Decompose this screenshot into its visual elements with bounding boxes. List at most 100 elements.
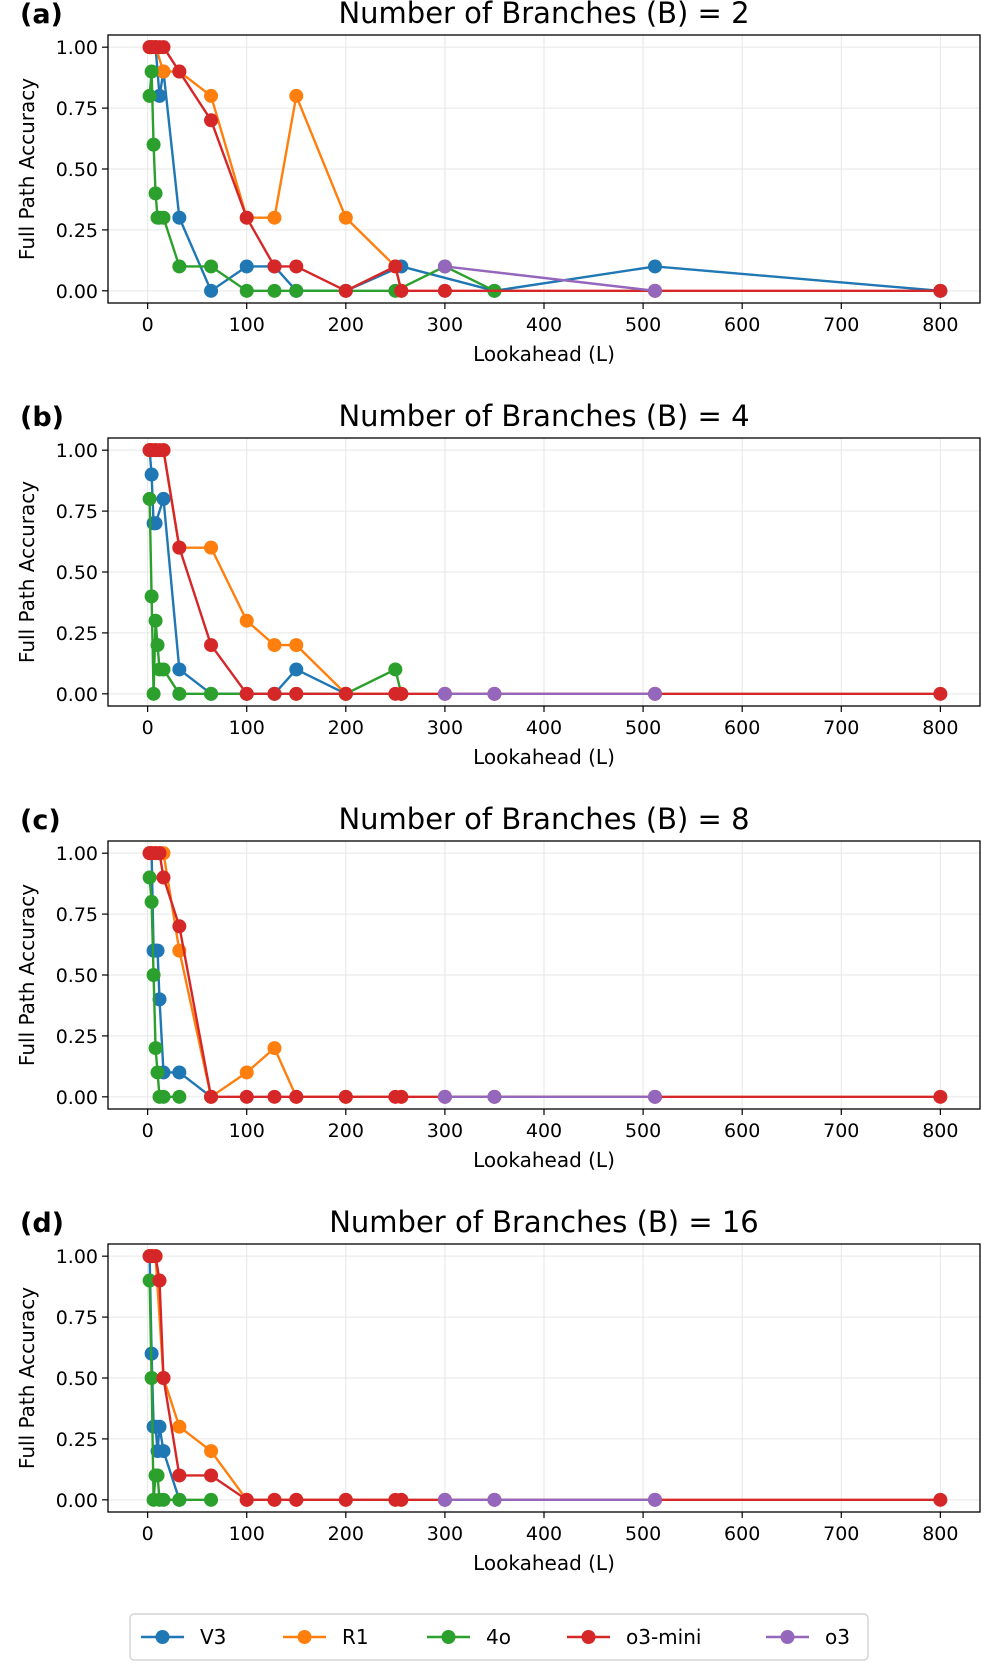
data-point-4o [172,1089,187,1104]
data-point-o3-mini [289,686,304,701]
data-point-o3-mini [204,1089,219,1104]
legend-label: R1 [342,1625,369,1649]
data-point-4o [156,662,171,677]
data-point-4o [172,259,187,274]
y-tick-label: 1.00 [56,440,98,462]
x-tick-label: 700 [823,1523,859,1545]
data-point-o3-mini [172,64,187,79]
data-point-o3-mini [239,210,254,225]
x-tick-label: 600 [724,314,760,336]
data-point-o3-mini [172,919,187,934]
data-point-V3 [647,259,662,274]
panel-4: 0 100 200 300 400 500 600 700 800 0.00 0.25 0.50 0.7… [15,1205,981,1575]
y-tick-label: 1.00 [56,1246,98,1268]
data-point-o3-mini [338,1492,353,1507]
data-point-R1 [267,1041,282,1056]
x-tick-label: 400 [526,1120,562,1142]
data-point-o3-mini [394,686,409,701]
data-point-R1 [204,540,219,555]
panel-1: 0 100 200 300 400 500 600 700 800 0.00 0.25 0.50 0.7… [15,0,981,366]
x-tick-label: 600 [724,1120,760,1142]
x-tick-label: 700 [823,1120,859,1142]
data-point-R1 [267,638,282,653]
data-point-V3 [204,283,219,298]
x-tick-label: 500 [625,1523,661,1545]
data-point-o3-mini [933,1089,948,1104]
data-point-o3-mini [394,1492,409,1507]
data-point-o3-mini [289,1492,304,1507]
series-line-o3 [444,265,656,293]
x-axis-label: Lookahead (L) [473,342,615,366]
data-point-o3 [437,1492,452,1507]
data-point-o3-mini [239,1089,254,1104]
data-point-4o [144,894,159,909]
data-point-o3-mini [394,283,409,298]
data-point-o3-mini [239,686,254,701]
plot-frame [107,437,981,707]
data-point-R1 [204,1444,219,1459]
series-group [142,846,948,1104]
panel-letter: (d) [20,1208,64,1239]
x-tick-label: 700 [823,717,859,739]
y-axis-label: Full Path Accuracy [15,884,39,1066]
data-point-4o [142,88,157,103]
series-group [142,40,948,298]
y-tick-label: 0.50 [56,562,98,584]
x-axis-label: Lookahead (L) [473,1551,615,1575]
data-point-4o [146,968,161,982]
data-point-4o [267,283,282,298]
data-point-R1 [204,88,219,103]
data-point-o3 [647,686,662,701]
data-point-4o [204,686,219,701]
data-point-4o [239,283,254,298]
data-point-o3-mini [394,1089,409,1104]
data-point-4o [150,638,165,653]
x-tick-label: 400 [526,1523,562,1545]
data-point-o3-mini [204,113,219,128]
data-point-V3 [148,516,163,531]
data-point-o3-mini [204,638,219,653]
data-point-4o [148,1041,163,1056]
legend-label: V3 [200,1625,226,1649]
panel-letter: (c) [20,805,61,836]
legend-swatch-marker [297,1630,312,1644]
plot-frame [107,34,981,304]
series-group [142,1249,948,1507]
data-point-V3 [152,1419,167,1434]
legend-swatch-marker [780,1630,795,1644]
data-point-4o [204,1492,219,1507]
data-point-o3-mini [148,1249,163,1264]
data-point-o3-mini [156,870,171,885]
y-tick-label: 0.25 [56,623,98,645]
x-tick-label: 800 [922,314,958,336]
y-tick-label: 0.00 [56,684,98,706]
data-point-o3 [647,1089,662,1104]
x-tick-label: 200 [328,717,364,739]
data-point-V3 [144,467,159,482]
y-tick-label: 0.75 [56,1307,98,1329]
data-point-V3 [172,1065,187,1080]
data-point-V3 [156,1444,171,1459]
data-point-V3 [172,662,187,677]
data-point-4o [142,870,157,885]
data-point-R1 [338,210,353,225]
x-tick-label: 200 [328,314,364,336]
x-tick-label: 100 [229,717,265,739]
data-point-R1 [239,1065,254,1080]
x-tick-label: 400 [526,314,562,336]
x-tick-label: 700 [823,314,859,336]
data-point-o3-mini [267,1089,282,1104]
x-tick-label: 300 [427,717,463,739]
data-point-o3-mini [239,1492,254,1507]
data-point-o3-mini [338,1089,353,1104]
data-point-4o [144,64,159,79]
plot-frame [107,840,981,1110]
y-tick-label: 1.00 [56,37,98,59]
data-point-V3 [172,210,187,225]
data-point-o3-mini [152,846,167,861]
data-point-4o [289,283,304,298]
x-tick-label: 500 [625,1120,661,1142]
y-tick-label: 0.25 [56,220,98,242]
data-point-4o [142,1273,157,1288]
